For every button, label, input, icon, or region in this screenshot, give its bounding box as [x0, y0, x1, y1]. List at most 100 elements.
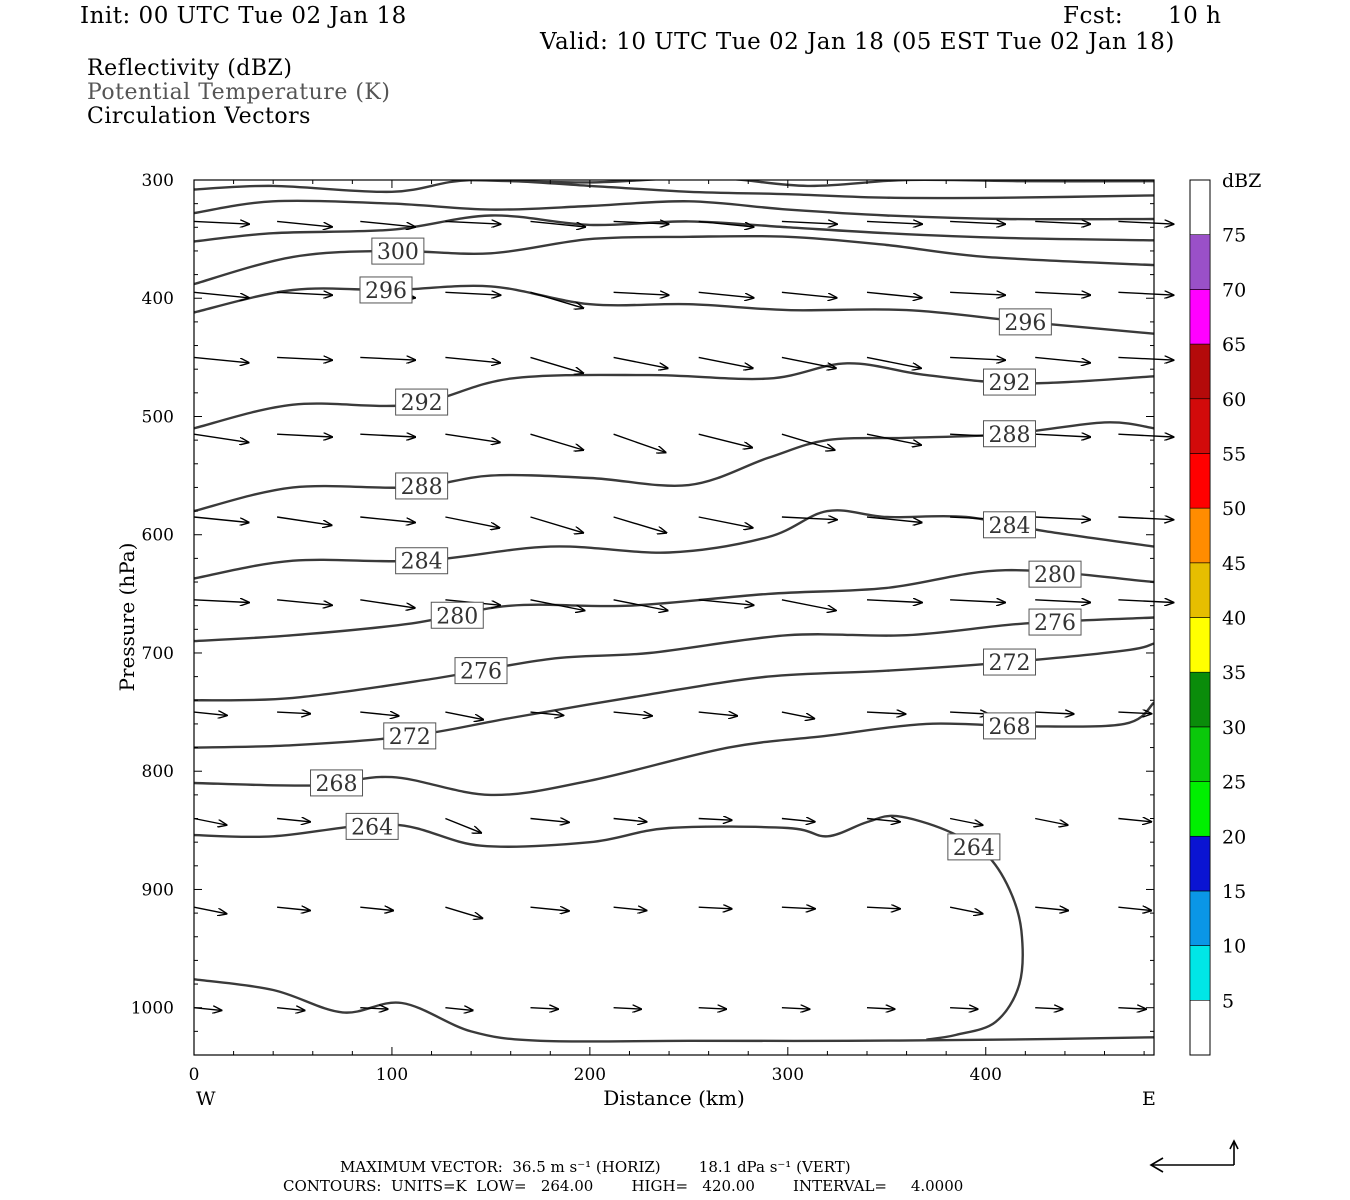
contour-label-box	[983, 511, 1037, 539]
x-tick-label: 300	[772, 1065, 804, 1085]
contour-label: 264	[351, 815, 393, 840]
forecast-label: Fcst:	[1063, 3, 1124, 29]
max-vector-info: MAXIMUM VECTOR: 36.5 m s⁻¹ (HORIZ) 18.1 …	[340, 1158, 851, 1176]
colorbar: 5 10 15 20 25 30 35 40 45 50 55 60 65 70 75 dBZ	[1189, 170, 1261, 1056]
colorbar-segment	[1189, 234, 1211, 290]
y-tick-label: 800	[142, 762, 174, 782]
colorbar-tick-label: 55	[1222, 443, 1246, 465]
vector-arrow	[277, 907, 310, 910]
vector-arrow	[866, 221, 922, 224]
vector-arrow	[698, 516, 753, 528]
contour-264	[194, 814, 1024, 1041]
colorbar-tick-label: 10	[1222, 936, 1246, 958]
vector-arrow	[613, 292, 669, 295]
vector-arrow	[613, 1008, 642, 1009]
vector-arrow	[1035, 517, 1090, 520]
contour-label: 296	[1004, 311, 1046, 336]
vector-arrow	[530, 599, 585, 611]
vector-arrow	[698, 712, 737, 716]
vector-arrow	[866, 907, 900, 909]
east-label: E	[1142, 1088, 1156, 1110]
vector-arrow	[781, 907, 815, 909]
vector-arrow	[1035, 434, 1090, 437]
vector-arrow	[1035, 292, 1090, 295]
vector-arrow	[781, 517, 837, 520]
vector-arrow	[193, 516, 249, 523]
vector-arrow	[1118, 357, 1173, 360]
contour-312	[194, 180, 1154, 200]
colorbar-tick-label: 45	[1222, 553, 1246, 575]
reference-vector-icon	[1149, 1139, 1239, 1173]
contour-label-box	[371, 237, 425, 265]
contour-label-box	[395, 388, 449, 416]
circulation-vectors	[193, 220, 1173, 1011]
contour-label: 280	[436, 604, 478, 629]
vector-arrow	[950, 600, 1005, 603]
contour-label-box	[345, 812, 399, 840]
contour-264	[194, 978, 1154, 1043]
colorbar-segment	[1189, 617, 1211, 673]
vector-arrow	[445, 516, 499, 528]
x-tick-label: 200	[574, 1065, 606, 1085]
vector-arrow	[781, 221, 837, 224]
vector-arrow	[193, 817, 226, 826]
contour-label-box	[983, 368, 1037, 396]
vector-arrow	[613, 712, 652, 716]
vector-arrow	[698, 433, 752, 447]
contour-label: 284	[989, 514, 1031, 539]
legend-reflectivity: Reflectivity (dBZ)	[87, 56, 293, 81]
vector-arrow	[1118, 517, 1173, 520]
vector-arrow	[613, 516, 667, 533]
vector-arrow	[613, 907, 647, 910]
vector-arrow	[781, 433, 835, 450]
vector-arrow	[698, 1008, 727, 1009]
y-tick-label: 1000	[131, 999, 174, 1019]
colorbar-tick-label: 75	[1222, 225, 1246, 247]
vector-arrow	[866, 356, 921, 368]
y-axis-label: Pressure (hPa)	[115, 543, 139, 692]
colorbar-tick-label: 5	[1222, 990, 1234, 1012]
contour-292	[194, 362, 1154, 430]
contour-300	[194, 234, 1154, 286]
colorbar-segment	[1189, 289, 1211, 345]
theta-contours	[194, 180, 1154, 1043]
vector-arrow	[866, 712, 905, 714]
vector-arrow	[949, 906, 982, 914]
vector-arrow	[445, 292, 500, 295]
vector-arrow	[193, 906, 226, 914]
vector-arrow	[698, 819, 732, 821]
contour-label: 284	[401, 550, 443, 575]
vector-arrow	[1035, 221, 1090, 224]
vector-arrow	[193, 356, 249, 362]
colorbar-tick-label: 70	[1222, 279, 1246, 301]
contour-label-box	[454, 657, 508, 685]
contour-308	[194, 199, 1154, 221]
vector-arrow	[277, 434, 332, 437]
contour-label: 292	[401, 391, 443, 416]
vector-arrow	[698, 220, 754, 227]
vector-arrow	[530, 356, 584, 373]
contour-label: 276	[460, 660, 502, 685]
vector-arrow	[277, 1008, 304, 1011]
forecast-hour: 10 h	[1168, 3, 1222, 29]
contour-label-box	[983, 420, 1037, 448]
vector-arrow	[1118, 292, 1173, 295]
vector-arrow	[530, 1008, 559, 1009]
vector-arrow	[277, 292, 332, 295]
contour-label: 264	[953, 836, 995, 861]
contour-label: 268	[989, 715, 1031, 740]
vector-arrow	[530, 433, 584, 450]
vector-arrow	[866, 291, 922, 298]
west-label: W	[196, 1088, 216, 1110]
init-time: Init: 00 UTC Tue 02 Jan 18	[80, 3, 407, 29]
vector-arrow	[530, 712, 564, 715]
valid-time: Valid: 10 UTC Tue 02 Jan 18 (05 EST Tue …	[540, 29, 1175, 55]
vector-arrow	[866, 600, 922, 603]
colorbar-tick-label: 50	[1222, 498, 1246, 520]
vector-arrow	[698, 291, 754, 298]
colorbar-tick-label: 65	[1222, 334, 1246, 356]
y-tick-label: 400	[142, 289, 174, 309]
vector-arrow	[1035, 1008, 1063, 1009]
vector-arrow	[1035, 712, 1074, 714]
contour-label-box	[983, 648, 1037, 676]
